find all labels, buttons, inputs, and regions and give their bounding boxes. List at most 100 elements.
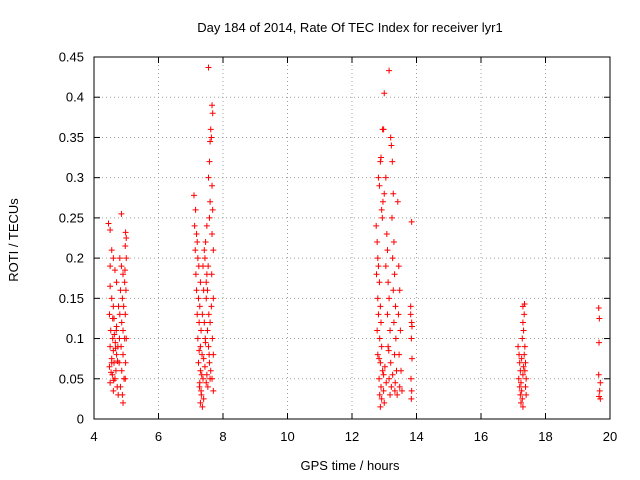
data-point <box>373 271 380 278</box>
data-point <box>522 359 529 366</box>
data-point <box>519 319 526 326</box>
data-point <box>201 363 208 370</box>
data-points <box>105 64 604 410</box>
data-point <box>392 379 399 386</box>
data-point <box>407 311 414 318</box>
data-point <box>390 239 397 246</box>
data-point <box>195 359 202 366</box>
data-point <box>203 222 210 229</box>
data-point <box>111 331 118 338</box>
data-point <box>387 134 394 141</box>
data-point <box>122 359 129 366</box>
data-point <box>374 351 381 358</box>
data-point <box>120 303 127 310</box>
y-tick-label: 0.25 <box>59 210 84 225</box>
data-point <box>379 214 386 221</box>
data-point <box>519 403 526 410</box>
y-tick-label: 0 <box>77 412 84 427</box>
data-point <box>523 391 530 398</box>
data-point <box>207 138 214 145</box>
data-point <box>396 287 403 294</box>
data-point <box>194 239 201 246</box>
data-point <box>192 271 199 278</box>
data-point <box>196 347 203 354</box>
data-point <box>210 387 217 394</box>
data-point <box>515 343 522 350</box>
y-tick-label: 0.1 <box>66 331 84 346</box>
data-point <box>111 267 118 274</box>
plot-frame <box>93 56 611 420</box>
data-point <box>408 355 415 362</box>
data-point <box>209 182 216 189</box>
y-tick-label: 0.05 <box>59 371 84 386</box>
data-point <box>109 335 116 342</box>
data-point <box>388 142 395 149</box>
data-point <box>118 263 125 270</box>
data-point <box>395 311 402 318</box>
data-point <box>198 327 205 334</box>
data-point <box>200 355 207 362</box>
data-point <box>392 335 399 342</box>
y-tick-label: 0.45 <box>59 50 84 65</box>
data-point <box>193 230 200 237</box>
data-point <box>207 198 214 205</box>
data-point <box>516 351 523 358</box>
data-point <box>518 355 525 362</box>
data-point <box>385 347 392 354</box>
data-point <box>202 239 209 246</box>
data-point <box>390 287 397 294</box>
data-point <box>200 375 207 382</box>
data-point <box>595 304 602 311</box>
data-point <box>206 158 213 165</box>
data-point <box>209 375 216 382</box>
data-point <box>386 295 393 302</box>
data-point <box>197 279 204 286</box>
data-point <box>384 311 391 318</box>
y-tick-label: 0.4 <box>66 90 84 105</box>
chart-title: Day 184 of 2014, Rate Of TEC Index for r… <box>197 20 502 35</box>
data-point <box>396 383 403 390</box>
data-point <box>394 391 401 398</box>
data-point <box>377 359 384 366</box>
data-point <box>192 206 199 213</box>
data-point <box>123 335 130 342</box>
data-point <box>377 303 384 310</box>
data-point <box>383 379 390 386</box>
data-point <box>407 303 414 310</box>
data-point <box>378 154 385 161</box>
data-point <box>202 339 209 346</box>
data-point <box>110 387 117 394</box>
data-point <box>387 359 394 366</box>
y-tick-label: 0.2 <box>66 251 84 266</box>
data-point <box>118 210 125 217</box>
data-point <box>108 247 115 254</box>
y-tick-label: 0.35 <box>59 130 84 145</box>
y-tick-label: 0.15 <box>59 291 84 306</box>
data-point <box>521 311 528 318</box>
data-point <box>374 327 381 334</box>
data-point <box>519 395 526 402</box>
data-point <box>122 287 129 294</box>
x-tick-label: 12 <box>345 429 359 444</box>
data-point <box>521 300 528 307</box>
data-point <box>116 311 123 318</box>
data-point <box>378 383 385 390</box>
data-point <box>192 247 199 254</box>
data-point <box>408 323 415 330</box>
data-point <box>395 263 402 270</box>
data-point <box>201 255 208 262</box>
data-point <box>107 327 114 334</box>
data-point <box>516 359 523 366</box>
data-point <box>376 279 383 286</box>
data-point <box>106 311 113 318</box>
data-point <box>205 64 212 71</box>
data-point <box>523 375 530 382</box>
data-point <box>374 295 381 302</box>
data-point <box>378 395 385 402</box>
data-point <box>114 343 121 350</box>
data-point <box>116 335 123 342</box>
data-point <box>392 303 399 310</box>
data-point <box>408 395 415 402</box>
data-point <box>388 214 395 221</box>
data-point <box>200 263 207 270</box>
